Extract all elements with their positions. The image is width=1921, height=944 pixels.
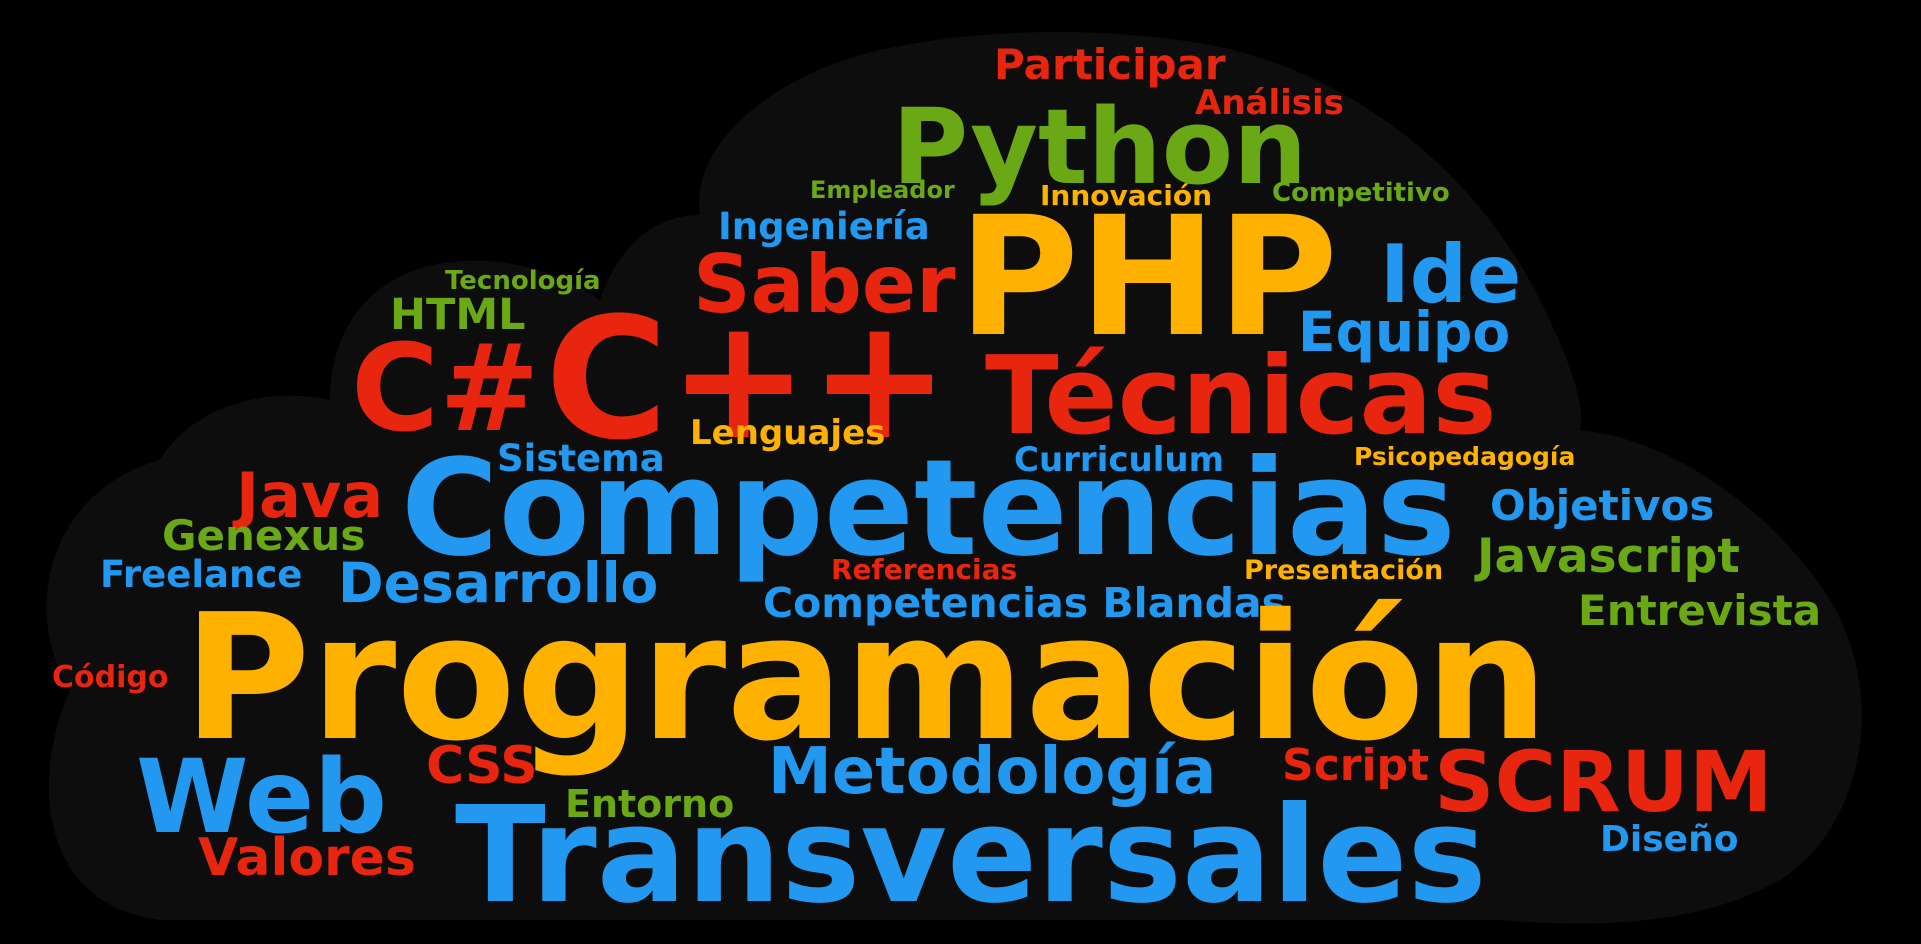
word-entrevista: Entrevista xyxy=(1578,586,1822,635)
word-curriculum: Curriculum xyxy=(1014,440,1224,480)
word-javascript: Javascript xyxy=(1477,529,1740,584)
word-empleador: Empleador xyxy=(810,176,955,204)
word-transversales: Transversales xyxy=(455,779,1487,933)
word-valores: Valores xyxy=(198,828,416,888)
word-sistema: Sistema xyxy=(497,437,665,480)
word-competencias: Competencias xyxy=(401,432,1456,586)
word-entorno: Entorno xyxy=(565,782,735,826)
cloud-silhouette xyxy=(46,32,1862,924)
word-python: Python xyxy=(892,86,1308,208)
word-tecnologia: Tecnología xyxy=(445,266,601,296)
word-java: Java xyxy=(236,459,384,532)
word-php: PHP xyxy=(958,181,1338,373)
word-referencias: Referencias xyxy=(831,553,1018,586)
word-freelance: Freelance xyxy=(100,553,303,596)
word-web: Web xyxy=(136,738,388,857)
word-innovacion: Innovación xyxy=(1040,179,1213,212)
word-csharp: C# xyxy=(351,320,540,459)
word-desarrollo: Desarrollo xyxy=(338,551,659,615)
word-ingenieria: Ingeniería xyxy=(718,205,930,248)
word-presentacion: Presentación xyxy=(1244,555,1444,586)
word-css: CSS xyxy=(426,736,538,796)
word-participar: Participar xyxy=(994,40,1226,89)
word-objetivos: Objetivos xyxy=(1490,481,1715,530)
word-lenguajes: Lenguajes xyxy=(690,413,886,453)
word-tecnicas: Técnicas xyxy=(985,334,1497,459)
word-cpp: C++ xyxy=(545,281,950,477)
word-scrum: SCRUM xyxy=(1434,733,1773,831)
word-competitivo: Competitivo xyxy=(1272,178,1450,208)
word-equipo: Equipo xyxy=(1298,300,1511,364)
word-metodologia: Metodología xyxy=(768,735,1217,809)
word-programacion: Programación xyxy=(183,577,1549,780)
word-html: HTML xyxy=(390,290,526,340)
word-saber: Saber xyxy=(693,238,956,331)
word-competencias-blandas: Competencias Blandas xyxy=(763,579,1287,627)
word-analisis: Análisis xyxy=(1195,83,1344,123)
word-script: Script xyxy=(1282,740,1430,791)
word-codigo: Código xyxy=(52,660,169,695)
word-diseno: Diseño xyxy=(1600,819,1739,860)
word-psicopedagogia: Psicopedagogía xyxy=(1354,442,1576,471)
word-ide: Ide xyxy=(1380,228,1522,321)
word-genexus: Genexus xyxy=(162,511,366,560)
